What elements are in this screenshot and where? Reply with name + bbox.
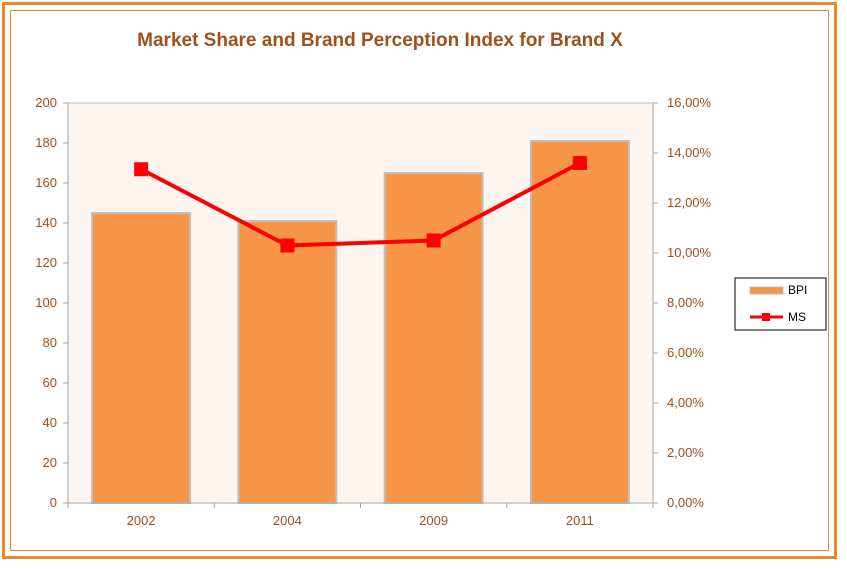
x-tick-label: 2002 <box>127 513 156 528</box>
line-series-group <box>134 156 587 253</box>
bar-2004 <box>237 220 338 504</box>
x-tick-label: 2009 <box>419 513 448 528</box>
x-tick-label: 2004 <box>273 513 302 528</box>
marker-ms-2004 <box>280 238 295 253</box>
right-tick-label: 6,00% <box>667 345 704 360</box>
bar-2002 <box>91 212 192 504</box>
left-tick-label: 100 <box>35 295 57 310</box>
left-tick-label: 200 <box>35 95 57 110</box>
right-tick-label: 16,00% <box>667 95 712 110</box>
legend-label-ms: MS <box>788 310 806 324</box>
legend: BPI MS <box>734 277 827 331</box>
legend-swatch-bpi <box>749 286 784 295</box>
right-tick-label: 8,00% <box>667 295 704 310</box>
legend-marker-ms <box>762 313 770 321</box>
right-tick-label: 12,00% <box>667 195 712 210</box>
right-tick-label: 14,00% <box>667 145 712 160</box>
left-tick-label: 60 <box>43 375 57 390</box>
legend-label-bpi: BPI <box>788 283 807 297</box>
left-tick-label: 140 <box>35 215 57 230</box>
right-tick-label: 0,00% <box>667 495 704 510</box>
chart-title: Market Share and Brand Perception Index … <box>137 30 623 51</box>
bars-group <box>91 140 630 504</box>
axes-group: 0 20 40 60 80 100 120 140 160 180 200 0,00% 2,00% 4,0… <box>35 95 711 528</box>
right-tick-label: 2,00% <box>667 445 704 460</box>
marker-ms-2011 <box>572 156 587 170</box>
left-tick-label: 0 <box>50 495 57 510</box>
left-tick-label: 160 <box>35 175 57 190</box>
left-tick-label: 180 <box>35 135 57 150</box>
right-tick-label: 10,00% <box>667 245 712 260</box>
left-tick-label: 120 <box>35 255 57 270</box>
marker-ms-2002 <box>134 162 149 177</box>
marker-ms-2009 <box>426 233 441 248</box>
left-tick-label: 80 <box>43 335 57 350</box>
legend-box <box>734 277 827 331</box>
left-tick-label: 40 <box>43 415 57 430</box>
outer-frame <box>2 2 837 559</box>
right-tick-label: 4,00% <box>667 395 704 410</box>
inner-frame <box>10 10 829 551</box>
line-ms <box>140 161 581 248</box>
left-tick-label: 20 <box>43 455 57 470</box>
bar-2009 <box>383 172 484 504</box>
x-tick-label: 2011 <box>566 513 594 528</box>
bar-2011 <box>529 140 630 504</box>
